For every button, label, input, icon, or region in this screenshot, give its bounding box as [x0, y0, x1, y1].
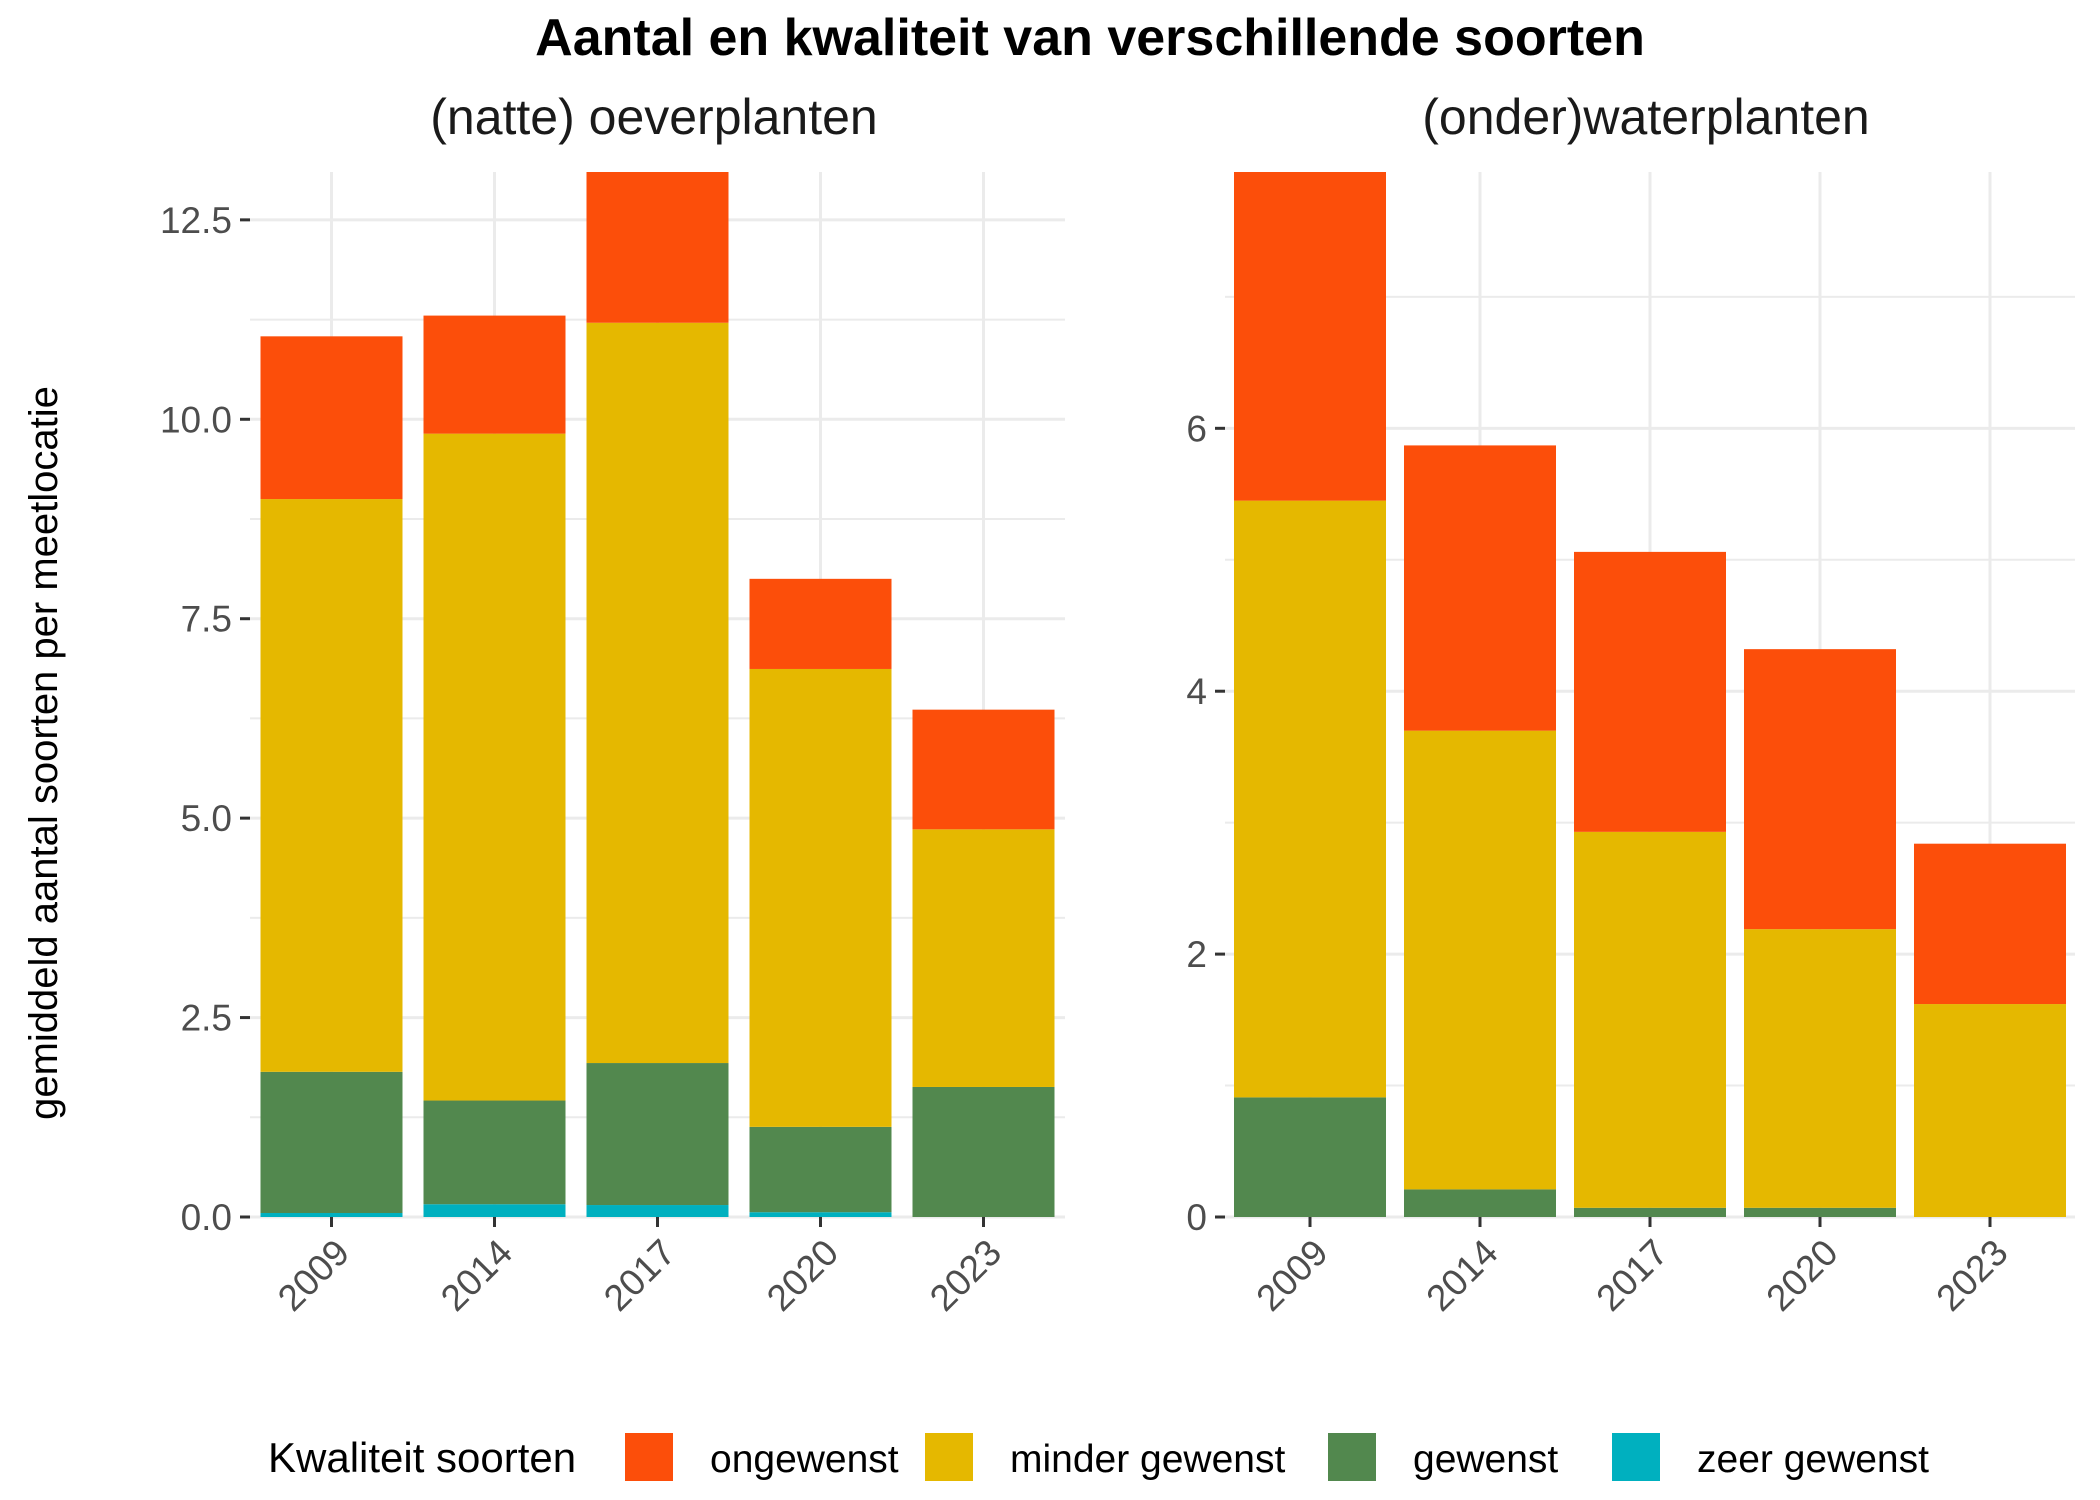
- y-tick-label: 5.0: [181, 798, 232, 839]
- bar-gewenst-2009: [260, 1071, 403, 1214]
- y-axis-title: gemiddeld aantal soorten per meetlocatie: [22, 386, 66, 1120]
- y-tick-label: 2: [1186, 934, 1207, 975]
- y-axis: 0 2 4 6: [1186, 408, 1225, 1238]
- bar-zeer-gewenst-2014: [423, 1204, 566, 1217]
- x-tick-label: 2023: [922, 1232, 1009, 1319]
- legend-label: minder gewenst: [1010, 1438, 1285, 1481]
- bar-zeer-gewenst-2009: [260, 1213, 403, 1217]
- legend-item: gewenst: [1328, 1433, 1558, 1481]
- bar-ongewenst-2020: [749, 578, 892, 669]
- chart-title: Aantal en kwaliteit van verschillende so…: [535, 9, 1645, 67]
- x-tick-label: 2023: [1928, 1232, 2015, 1319]
- bars: [1234, 172, 2066, 1217]
- legend: Kwaliteit soorten ongewenst minder gewens…: [268, 1433, 1929, 1481]
- y-tick-label: 7.5: [181, 599, 232, 640]
- x-tick-label: 2014: [433, 1232, 520, 1319]
- bar-zeer-gewenst-2020: [749, 1212, 892, 1217]
- bar-ongewenst-2014: [1404, 445, 1556, 731]
- legend-label: gewenst: [1413, 1438, 1558, 1481]
- bar-zeer-gewenst-2017: [586, 1205, 729, 1217]
- bar-gewenst-2020: [749, 1126, 892, 1213]
- x-tick-label: 2014: [1418, 1232, 1505, 1319]
- y-tick-label: 10.0: [160, 399, 232, 440]
- x-tick-label: 2009: [1248, 1232, 1335, 1319]
- legend-swatch: [925, 1433, 973, 1481]
- bar-minder-gewenst-2009: [260, 499, 403, 1072]
- bar-gewenst-2023: [912, 1086, 1055, 1217]
- x-tick-label: 2017: [1588, 1232, 1675, 1319]
- bar-minder-gewenst-2014: [1404, 730, 1556, 1190]
- x-axis: 2009 2014 2017 2020 2023: [270, 1217, 1009, 1319]
- bar-minder-gewenst-2009: [1234, 500, 1386, 1098]
- legend-swatch: [1612, 1433, 1660, 1481]
- bar-ongewenst-2017: [586, 172, 729, 323]
- legend-label: zeer gewenst: [1697, 1438, 1929, 1481]
- bar-gewenst-2020: [1744, 1207, 1896, 1217]
- y-axis: 0.0 2.5 5.0 7.5 10.0 12.5: [160, 200, 250, 1238]
- legend-label: ongewenst: [710, 1438, 899, 1481]
- bar-ongewenst-2009: [1234, 172, 1386, 501]
- bar-ongewenst-2009: [260, 336, 403, 500]
- panel-title-right: (onder)waterplanten: [1422, 89, 1870, 145]
- x-tick-label: 2020: [759, 1232, 846, 1319]
- bars: [260, 172, 1055, 1217]
- y-tick-label: 0: [1186, 1197, 1207, 1238]
- bar-gewenst-2017: [1574, 1207, 1726, 1217]
- y-tick-label: 12.5: [160, 200, 232, 241]
- bar-ongewenst-2017: [1574, 551, 1726, 832]
- bar-minder-gewenst-2014: [423, 433, 566, 1101]
- x-tick-label: 2009: [270, 1232, 357, 1319]
- y-tick-label: 4: [1186, 671, 1207, 712]
- legend-swatch: [625, 1433, 673, 1481]
- bar-minder-gewenst-2023: [1914, 1004, 2066, 1217]
- y-tick-label: 2.5: [181, 998, 232, 1039]
- x-axis: 2009 2014 2017 2020 2023: [1248, 1217, 2016, 1319]
- bar-minder-gewenst-2017: [586, 322, 729, 1064]
- x-tick-label: 2020: [1758, 1232, 1845, 1319]
- legend-item: minder gewenst: [925, 1433, 1285, 1481]
- bar-ongewenst-2014: [423, 315, 566, 434]
- bar-minder-gewenst-2023: [912, 829, 1055, 1087]
- bar-minder-gewenst-2017: [1574, 831, 1726, 1208]
- bar-gewenst-2017: [586, 1063, 729, 1206]
- y-tick-label: 0.0: [181, 1197, 232, 1238]
- bar-ongewenst-2023: [1914, 843, 2066, 1005]
- legend-item: ongewenst: [625, 1433, 899, 1481]
- y-tick-label: 6: [1186, 408, 1207, 449]
- bar-ongewenst-2020: [1744, 649, 1896, 930]
- legend-swatch: [1328, 1433, 1376, 1481]
- panel-title-left: (natte) oeverplanten: [430, 89, 878, 145]
- bar-minder-gewenst-2020: [1744, 929, 1896, 1208]
- legend-title: Kwaliteit soorten: [268, 1434, 576, 1481]
- bar-ongewenst-2023: [912, 709, 1055, 830]
- legend-item: zeer gewenst: [1612, 1433, 1929, 1481]
- bar-minder-gewenst-2020: [749, 668, 892, 1127]
- panel-onderwaterplanten: (onder)waterplanten 0 2 4 6 2009 2014 2017 2020…: [1186, 89, 2075, 1319]
- panel-natte-oeverplanten: (natte) oeverplanten 0.0 2.5 5.0 7.5 10.0 12.…: [160, 89, 1065, 1319]
- x-tick-label: 2017: [596, 1232, 683, 1319]
- bar-gewenst-2014: [423, 1100, 566, 1205]
- bar-gewenst-2009: [1234, 1097, 1386, 1217]
- bar-gewenst-2014: [1404, 1189, 1556, 1217]
